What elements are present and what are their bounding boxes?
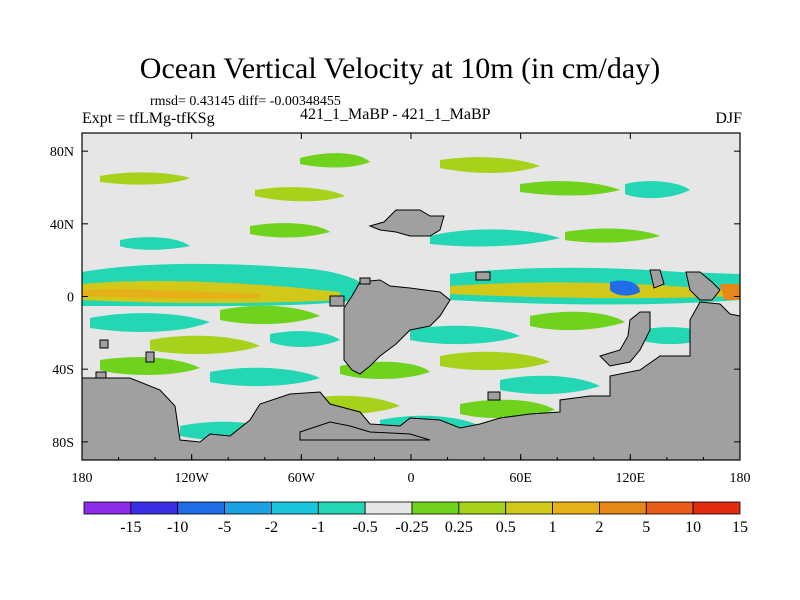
- colorbar-swatch: [130, 501, 179, 515]
- colorbar: -15 -10 -5 -2 -1 -0.5 -0.25 0.25 0.5 1 2 5 10 15: [83, 501, 748, 536]
- colorbar-label: 0.5: [496, 519, 516, 536]
- colorbar-label: 10: [685, 519, 701, 536]
- colorbar-label: 1: [549, 519, 557, 536]
- colorbar-swatch: [317, 501, 366, 515]
- y-tick-label: 80N: [50, 145, 74, 160]
- x-axis: 180 120W 60W 0 60E 120E 180: [72, 133, 751, 486]
- y-tick-label: 40S: [52, 363, 74, 378]
- colorbar-label: -2: [265, 519, 278, 536]
- colorbar-swatch: [224, 501, 272, 515]
- colorbar-label: -5: [218, 519, 231, 536]
- colorbar-swatch: [599, 501, 647, 515]
- stats-label: rmsd= 0.43145 diff= -0.00348455: [150, 94, 341, 109]
- x-tick-label: 60W: [288, 471, 316, 486]
- colorbar-swatch: [177, 501, 225, 515]
- field-patch: [210, 367, 320, 387]
- y-axis: 80N 40N 0 40S 80S: [50, 145, 740, 451]
- chart-title: Ocean Vertical Velocity at 10m (in cm/da…: [139, 52, 661, 85]
- field-patch: [500, 375, 600, 395]
- field-patch: [530, 311, 625, 331]
- colorbar-label: 5: [642, 519, 650, 536]
- colorbar-label: -0.5: [352, 519, 377, 536]
- field-patch: [520, 181, 620, 196]
- colorbar-swatch: [411, 501, 460, 515]
- field-patch: [410, 325, 520, 345]
- field-patch: [100, 172, 190, 185]
- field-patch: [255, 187, 345, 202]
- colorbar-swatch: [83, 501, 132, 515]
- colorbar-label: -15: [120, 519, 141, 536]
- x-tick-label: 180: [730, 471, 751, 486]
- land: [82, 209, 740, 460]
- field-patch: [90, 313, 210, 332]
- colorbar-label: -0.25: [395, 519, 428, 536]
- field-patch: [150, 335, 260, 355]
- field-patch: [450, 282, 740, 299]
- colorbar-swatch: [458, 501, 507, 515]
- colorbar-swatch: [692, 501, 741, 515]
- colorbar-label: -1: [312, 519, 325, 536]
- y-tick-label: 80S: [52, 436, 74, 451]
- field-patch: [610, 280, 640, 296]
- x-tick-label: 120E: [616, 471, 646, 486]
- y-tick-label: 0: [67, 291, 74, 306]
- x-tick-label: 0: [408, 471, 415, 486]
- field-patch: [270, 331, 340, 347]
- field-patch: [220, 305, 320, 325]
- x-tick-label: 120W: [175, 471, 210, 486]
- colorbar-label: 15: [732, 519, 748, 536]
- field-patch: [440, 157, 540, 173]
- field-patch: [440, 351, 550, 371]
- x-tick-label: 180: [72, 471, 93, 486]
- field-patch: [565, 228, 660, 243]
- field-patch: [300, 153, 370, 168]
- colorbar-label: 0.25: [445, 519, 473, 536]
- field-patch: [100, 357, 200, 375]
- colorbar-label: -10: [167, 519, 188, 536]
- colorbar-swatch: [364, 501, 413, 515]
- season-label: DJF: [715, 110, 742, 127]
- field-patch: [120, 237, 190, 250]
- x-tick-label: 60E: [509, 471, 532, 486]
- colorbar-label: 2: [595, 519, 603, 536]
- field-patch: [82, 289, 260, 299]
- field-patch: [250, 223, 330, 238]
- field-patch: [625, 181, 690, 199]
- experiment-label: Expt = tfLMg-tfKSg: [82, 110, 215, 127]
- colorbar-swatch: [552, 501, 600, 515]
- colorbar-swatch: [505, 501, 553, 515]
- case-label: 421_1_MaBP - 421_1_MaBP: [300, 106, 491, 123]
- colorbar-swatch: [645, 501, 694, 515]
- field-patch: [430, 229, 560, 247]
- y-tick-label: 40N: [50, 218, 74, 233]
- colorbar-swatch: [271, 501, 319, 515]
- map-field: [82, 153, 740, 460]
